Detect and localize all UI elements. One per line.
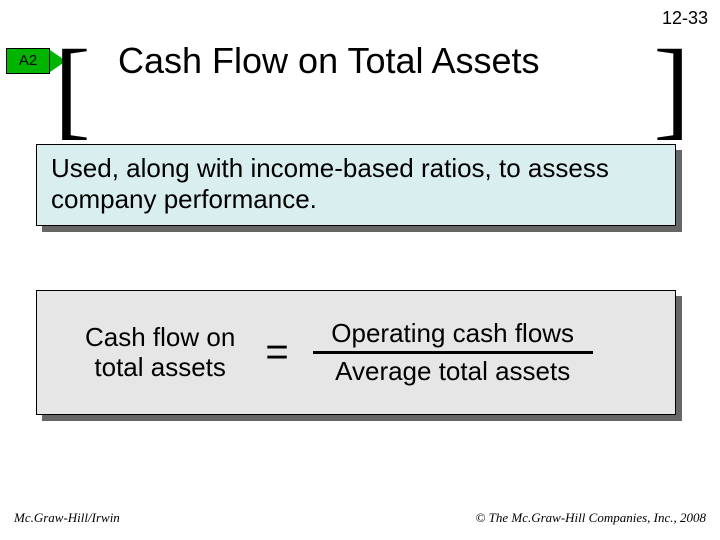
formula-lhs-line2: total assets — [85, 353, 235, 383]
footer-copyright: © The Mc.Graw-Hill Companies, Inc., 2008 — [476, 510, 707, 526]
title-row: [ Cash Flow on Total Assets ] — [60, 30, 710, 102]
description-box: Used, along with income-based ratios, to… — [36, 144, 676, 226]
formula-lhs: Cash flow on total assets — [85, 323, 235, 383]
bracket-left-icon: [ — [54, 58, 91, 118]
fraction-line — [313, 351, 593, 354]
slide-title: Cash Flow on Total Assets — [118, 40, 540, 82]
footer-publisher: Mc.Graw-Hill/Irwin — [14, 510, 120, 526]
formula-lhs-line1: Cash flow on — [85, 323, 235, 353]
formula-rhs: Operating cash flows Average total asset… — [313, 318, 593, 387]
formula-numerator: Operating cash flows — [331, 318, 574, 349]
formula-denominator: Average total assets — [335, 356, 570, 387]
page-number: 12-33 — [662, 8, 708, 29]
formula-box: Cash flow on total assets = Operating ca… — [36, 290, 676, 415]
objective-badge: A2 — [6, 48, 50, 74]
bracket-right-icon: ] — [653, 58, 690, 118]
equals-sign: = — [265, 330, 288, 375]
